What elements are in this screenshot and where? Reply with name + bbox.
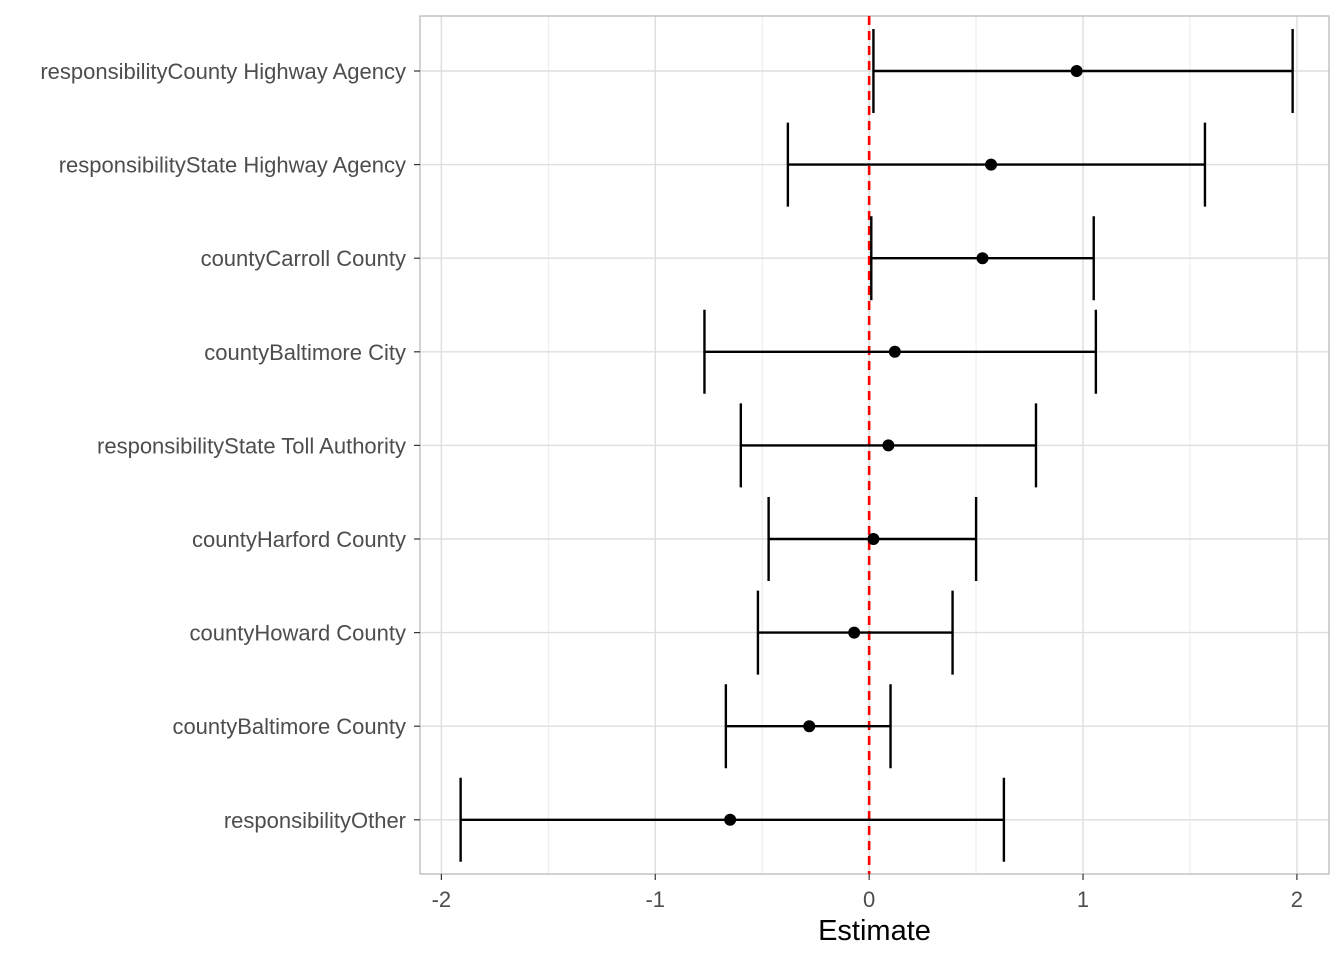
axes: -2 -1 0 1 2 responsibilityCounty Highway Agen… bbox=[40, 59, 1303, 912]
x-tick-label: 0 bbox=[863, 887, 875, 912]
estimate-point bbox=[976, 252, 989, 265]
estimate-point bbox=[803, 720, 816, 733]
y-tick-label: countyHoward County bbox=[190, 621, 406, 646]
error-bar-group bbox=[724, 684, 892, 769]
error-bar-group bbox=[872, 29, 1294, 113]
estimate-point bbox=[867, 533, 880, 545]
estimate-point bbox=[1070, 65, 1083, 77]
y-tick-label: responsibilityState Highway Agency bbox=[59, 153, 406, 178]
error-bar-group bbox=[739, 403, 1038, 488]
y-tick-label: responsibilityOther bbox=[224, 808, 406, 833]
x-tick-label: 1 bbox=[1077, 887, 1089, 912]
error-bars bbox=[459, 29, 1294, 862]
y-tick-label: responsibilityState Toll Authority bbox=[97, 433, 406, 458]
y-tick-label: countyHarford County bbox=[192, 527, 406, 552]
estimate-point bbox=[985, 158, 998, 171]
error-bar-group bbox=[870, 216, 1095, 301]
error-bar-group bbox=[786, 122, 1207, 207]
y-tick-label: responsibilityCounty Highway Agency bbox=[40, 59, 406, 84]
x-tick-label: -2 bbox=[432, 887, 452, 912]
y-tick-label: countyBaltimore City bbox=[204, 340, 406, 365]
error-bar-group bbox=[459, 777, 1006, 862]
error-bar-group bbox=[767, 497, 978, 581]
estimate-point bbox=[882, 439, 895, 452]
x-axis-title: Estimate bbox=[818, 915, 931, 947]
y-tick-label: countyCarroll County bbox=[201, 246, 406, 271]
estimate-point bbox=[888, 345, 901, 358]
x-tick-label: 2 bbox=[1291, 887, 1303, 912]
x-tick-label: -1 bbox=[645, 887, 665, 912]
estimate-point bbox=[848, 626, 861, 639]
y-tick-label: countyBaltimore County bbox=[172, 714, 406, 739]
error-bar-group bbox=[756, 590, 954, 675]
error-bar-group bbox=[703, 309, 1098, 394]
estimate-point bbox=[724, 813, 737, 826]
